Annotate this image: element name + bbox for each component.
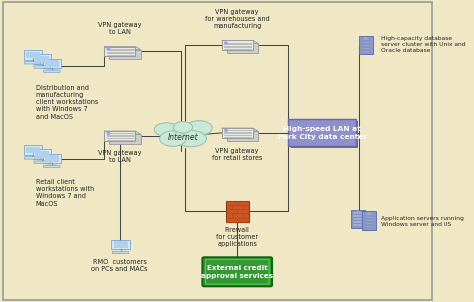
Ellipse shape [160,131,186,146]
FancyBboxPatch shape [351,210,365,228]
Text: External credit
approval services: External credit approval services [201,265,273,278]
FancyBboxPatch shape [361,48,370,49]
FancyBboxPatch shape [291,121,358,148]
FancyBboxPatch shape [361,51,370,52]
FancyBboxPatch shape [359,36,373,54]
Polygon shape [221,128,258,131]
Polygon shape [104,47,141,50]
Circle shape [368,213,371,215]
Circle shape [107,48,109,50]
Polygon shape [221,40,258,43]
FancyBboxPatch shape [43,59,61,68]
FancyBboxPatch shape [353,221,363,223]
FancyBboxPatch shape [109,134,141,144]
Text: Distribution and
manufacturing
client workstations
with Windows 7
and MacOS: Distribution and manufacturing client wo… [36,85,98,120]
FancyBboxPatch shape [202,257,272,286]
FancyBboxPatch shape [362,211,376,230]
Ellipse shape [154,123,179,136]
FancyBboxPatch shape [353,215,363,217]
FancyBboxPatch shape [361,39,370,40]
Ellipse shape [175,130,207,147]
Text: RMO  customers
on PCs and MACs: RMO customers on PCs and MACs [91,259,148,272]
Ellipse shape [165,126,201,146]
FancyBboxPatch shape [35,151,49,158]
Text: VPN gateway
for retail stores: VPN gateway for retail stores [212,148,263,161]
Text: VPN gateway
to LAN: VPN gateway to LAN [98,22,141,35]
FancyBboxPatch shape [365,223,374,224]
Ellipse shape [173,122,192,133]
Ellipse shape [186,120,212,135]
FancyBboxPatch shape [227,131,258,141]
FancyBboxPatch shape [361,45,370,46]
FancyBboxPatch shape [226,201,248,222]
FancyBboxPatch shape [45,155,59,162]
FancyBboxPatch shape [24,50,42,60]
Text: Retail client
workstations with
Windows 7 and
MacOS: Retail client workstations with Windows … [36,179,94,207]
Text: High-capacity database
server cluster with Unix and
Oracle database: High-capacity database server cluster wi… [381,36,465,53]
FancyBboxPatch shape [227,43,258,53]
FancyBboxPatch shape [365,217,374,218]
FancyBboxPatch shape [205,259,269,284]
FancyBboxPatch shape [112,251,129,254]
Text: VPN gateway
to LAN: VPN gateway to LAN [98,150,141,163]
Text: Internet: Internet [167,133,198,142]
Circle shape [365,38,367,40]
Circle shape [107,133,109,134]
FancyBboxPatch shape [45,60,59,67]
FancyBboxPatch shape [221,40,253,50]
FancyBboxPatch shape [26,147,40,153]
Circle shape [225,130,227,131]
FancyBboxPatch shape [353,224,363,226]
FancyBboxPatch shape [33,54,51,64]
FancyBboxPatch shape [104,47,136,56]
FancyBboxPatch shape [26,52,40,58]
FancyBboxPatch shape [361,42,370,43]
FancyBboxPatch shape [365,220,374,221]
FancyBboxPatch shape [365,214,374,215]
Polygon shape [104,131,141,134]
FancyBboxPatch shape [35,56,49,63]
Text: Application servers running
Windows server and IIS: Application servers running Windows serv… [381,216,464,227]
Circle shape [356,211,359,213]
FancyBboxPatch shape [353,212,363,214]
FancyBboxPatch shape [104,131,136,141]
FancyBboxPatch shape [288,119,356,146]
FancyBboxPatch shape [33,149,51,159]
FancyBboxPatch shape [114,241,128,248]
FancyBboxPatch shape [109,50,141,59]
Text: VPN gateway
for warehouses and
manufacturing: VPN gateway for warehouses and manufactu… [205,9,270,29]
FancyBboxPatch shape [24,145,42,155]
FancyBboxPatch shape [365,226,374,227]
FancyBboxPatch shape [34,161,51,163]
Text: Firewall
for customer
applications: Firewall for customer applications [216,227,258,247]
FancyBboxPatch shape [353,218,363,220]
FancyBboxPatch shape [44,70,60,72]
Circle shape [225,42,227,44]
FancyBboxPatch shape [221,128,253,138]
FancyBboxPatch shape [24,62,41,64]
FancyBboxPatch shape [43,154,61,163]
Text: High-speed LAN at
Park City data center: High-speed LAN at Park City data center [278,126,366,140]
FancyBboxPatch shape [34,66,51,68]
FancyBboxPatch shape [44,165,60,168]
FancyBboxPatch shape [24,157,41,159]
FancyBboxPatch shape [111,240,130,249]
